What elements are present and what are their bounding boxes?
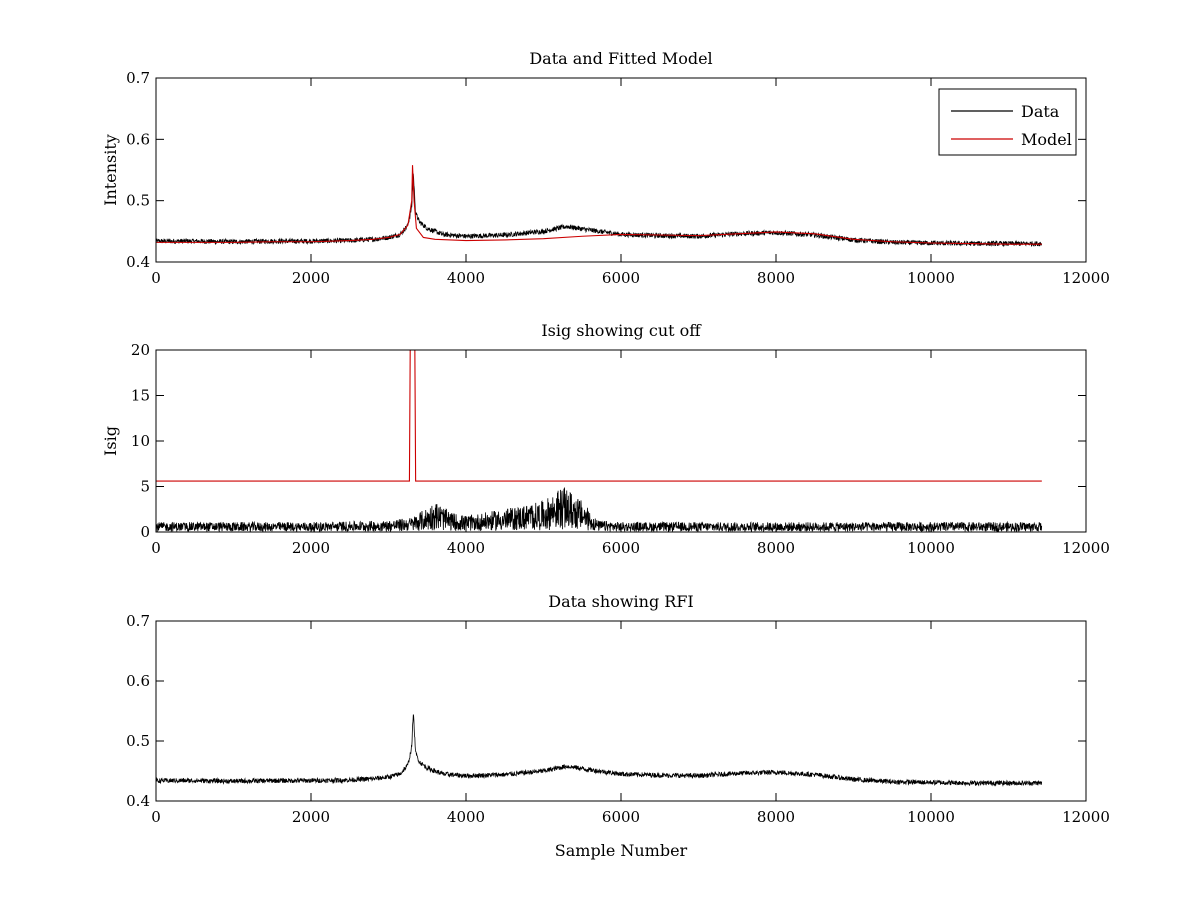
chart-title: Data and Fitted Model — [529, 49, 712, 68]
x-tick-label: 8000 — [757, 269, 795, 287]
x-tick-label: 10000 — [907, 269, 955, 287]
y-tick-label: 0.6 — [126, 672, 150, 690]
plot-area — [156, 714, 1043, 787]
y-axis-label: Isig — [101, 426, 120, 456]
x-tick-label: 12000 — [1062, 269, 1110, 287]
y-tick-label: 0.5 — [126, 192, 150, 210]
y-tick-label: 15 — [131, 387, 150, 405]
series-line-model — [156, 165, 1042, 245]
x-tick-label: 12000 — [1062, 539, 1110, 557]
legend-box — [938, 88, 1077, 156]
plot-area — [156, 165, 1043, 248]
series-line-2 — [156, 350, 1042, 482]
y-tick-label: 0 — [140, 523, 150, 541]
x-tick-label: 6000 — [602, 808, 640, 826]
y-tick-label: 0.4 — [126, 792, 150, 810]
y-tick-label: 20 — [131, 341, 150, 359]
y-tick-label: 5 — [140, 478, 150, 496]
subplot-2: 0 2000 4000 6000 8000 10000 12000 0 5 10 15 20 Isig … — [101, 321, 1110, 557]
series-line-1 — [156, 487, 1043, 532]
chart-title: Isig showing cut off — [541, 321, 702, 340]
y-tick-label: 0.5 — [126, 732, 150, 750]
x-tick-label: 4000 — [447, 808, 485, 826]
x-axis-label: Sample Number — [555, 841, 688, 860]
x-tick-label: 0 — [151, 539, 161, 557]
x-tick-label: 4000 — [447, 539, 485, 557]
x-tick-label: 10000 — [907, 539, 955, 557]
y-tick-label: 0.7 — [126, 69, 150, 87]
legend-label-model: Model — [1021, 130, 1072, 149]
y-tick-label: 0.7 — [126, 612, 150, 630]
plot-area — [156, 350, 1043, 532]
legend-label-data: Data — [1021, 102, 1060, 121]
y-tick-label: 0.6 — [126, 130, 150, 148]
legend: Data Model — [938, 88, 1077, 156]
x-tick-label: 4000 — [447, 269, 485, 287]
x-tick-label: 8000 — [757, 539, 795, 557]
x-tick-label: 10000 — [907, 808, 955, 826]
x-tick-label: 6000 — [602, 539, 640, 557]
x-tick-label: 8000 — [757, 808, 795, 826]
subplot-1: 0 2000 4000 6000 8000 10000 12000 0.4 0.5 0.6 0.7 D… — [101, 49, 1110, 287]
chart-title: Data showing RFI — [548, 592, 693, 611]
x-tick-label: 2000 — [292, 808, 330, 826]
x-tick-label: 6000 — [602, 269, 640, 287]
series-line-1 — [156, 714, 1043, 787]
axes-box — [155, 349, 1087, 533]
x-tick-label: 2000 — [292, 539, 330, 557]
x-tick-label: 12000 — [1062, 808, 1110, 826]
x-tick-label: 0 — [151, 269, 161, 287]
y-tick-label: 10 — [131, 432, 150, 450]
subplot-3: 0 2000 4000 6000 8000 10000 12000 0.4 0.5 0.6 0.7 D… — [126, 592, 1110, 860]
y-axis-label: Intensity — [101, 134, 120, 206]
y-tick-label: 0.4 — [126, 253, 150, 271]
x-tick-label: 2000 — [292, 269, 330, 287]
x-tick-label: 0 — [151, 808, 161, 826]
